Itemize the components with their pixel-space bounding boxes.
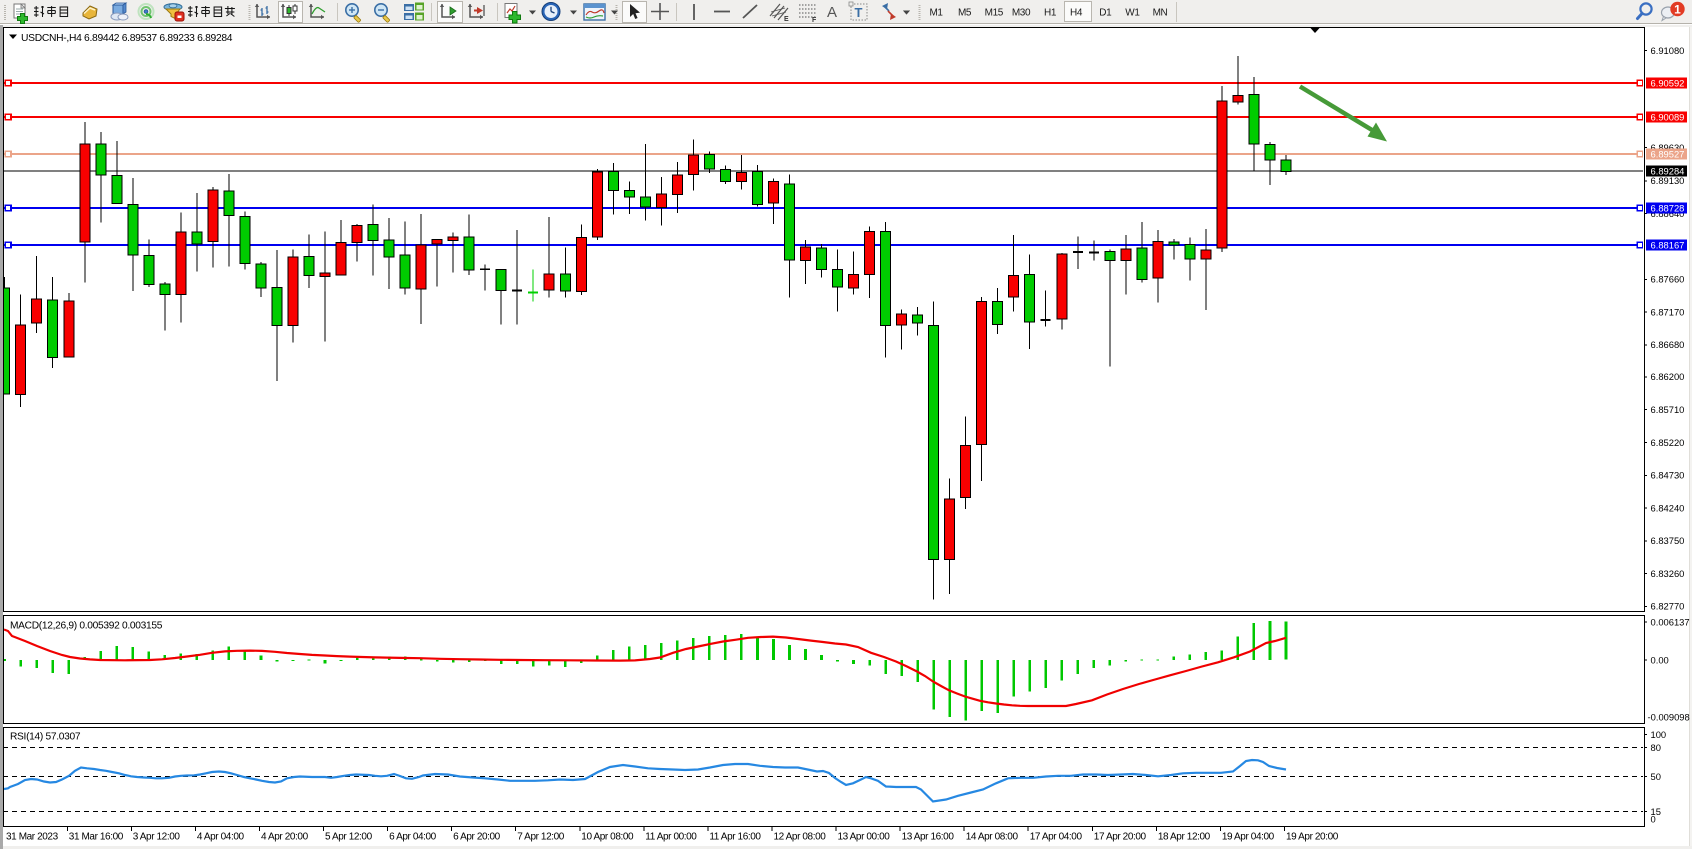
svg-text:A: A bbox=[827, 4, 837, 21]
svg-text:10 Apr 08:00: 10 Apr 08:00 bbox=[581, 832, 634, 843]
svg-text:17 Apr 04:00: 17 Apr 04:00 bbox=[1030, 832, 1083, 843]
svg-text:T: T bbox=[855, 5, 863, 20]
svg-text:H4: H4 bbox=[1070, 8, 1083, 19]
svg-text:80: 80 bbox=[1651, 742, 1661, 753]
svg-text:E: E bbox=[784, 16, 789, 23]
svg-text:6.88167: 6.88167 bbox=[1651, 239, 1685, 250]
svg-text:50: 50 bbox=[1651, 771, 1661, 782]
svg-text:11 Apr 00:00: 11 Apr 00:00 bbox=[645, 832, 697, 843]
svg-text:6.87170: 6.87170 bbox=[1651, 306, 1685, 317]
svg-text:-0.009098: -0.009098 bbox=[1648, 711, 1690, 722]
svg-text:MN: MN bbox=[1153, 8, 1168, 19]
svg-text:MACD(12,26,9) 0.005392 0.00315: MACD(12,26,9) 0.005392 0.003155 bbox=[10, 621, 163, 632]
svg-text:14 Apr 08:00: 14 Apr 08:00 bbox=[966, 832, 1019, 843]
svg-text:6.91080: 6.91080 bbox=[1651, 45, 1685, 56]
svg-text:M5: M5 bbox=[958, 8, 972, 19]
svg-text:6 Apr 04:00: 6 Apr 04:00 bbox=[389, 832, 437, 843]
svg-text:0.00: 0.00 bbox=[1651, 654, 1669, 665]
svg-text:18 Apr 12:00: 18 Apr 12:00 bbox=[1158, 832, 1211, 843]
svg-text:11 Apr 16:00: 11 Apr 16:00 bbox=[709, 832, 761, 843]
svg-text:4 Apr 20:00: 4 Apr 20:00 bbox=[261, 832, 309, 843]
svg-text:31 Mar 2023: 31 Mar 2023 bbox=[6, 832, 59, 843]
svg-text:6.86200: 6.86200 bbox=[1651, 371, 1685, 382]
svg-text:6.84240: 6.84240 bbox=[1651, 502, 1685, 513]
svg-text:13 Apr 00:00: 13 Apr 00:00 bbox=[838, 832, 891, 843]
svg-text:6.90089: 6.90089 bbox=[1651, 111, 1685, 122]
svg-text:6.83750: 6.83750 bbox=[1651, 535, 1685, 546]
svg-text:6.87660: 6.87660 bbox=[1651, 274, 1685, 285]
svg-text:D1: D1 bbox=[1099, 8, 1112, 19]
svg-text:7 Apr 12:00: 7 Apr 12:00 bbox=[517, 832, 565, 843]
svg-text:6.90592: 6.90592 bbox=[1651, 77, 1685, 88]
svg-text:6 Apr 20:00: 6 Apr 20:00 bbox=[453, 832, 501, 843]
svg-text:USDCNH-,H4 6.89442 6.89537 6.: USDCNH-,H4 6.89442 6.89537 6.89233 6.892… bbox=[21, 33, 233, 44]
svg-text:3 Apr 12:00: 3 Apr 12:00 bbox=[133, 832, 181, 843]
svg-text:6.82770: 6.82770 bbox=[1651, 601, 1685, 612]
svg-text:6.85220: 6.85220 bbox=[1651, 437, 1685, 448]
svg-text:M1: M1 bbox=[929, 8, 943, 19]
svg-text:RSI(14) 57.0307: RSI(14) 57.0307 bbox=[10, 732, 81, 743]
svg-text:6.89284: 6.89284 bbox=[1651, 165, 1685, 176]
svg-text:1: 1 bbox=[1674, 2, 1681, 16]
svg-text:6.89130: 6.89130 bbox=[1651, 175, 1685, 186]
svg-text:6.89630: 6.89630 bbox=[1651, 142, 1685, 153]
svg-text:17 Apr 20:00: 17 Apr 20:00 bbox=[1094, 832, 1147, 843]
svg-text:M15: M15 bbox=[985, 8, 1004, 19]
svg-text:0.006137: 0.006137 bbox=[1651, 616, 1690, 627]
svg-text:4 Apr 04:00: 4 Apr 04:00 bbox=[197, 832, 245, 843]
svg-text:H1: H1 bbox=[1044, 8, 1057, 19]
svg-text:6.89527: 6.89527 bbox=[1651, 148, 1685, 159]
svg-text:M30: M30 bbox=[1012, 8, 1031, 19]
svg-text:6.86680: 6.86680 bbox=[1651, 339, 1685, 350]
svg-text:100: 100 bbox=[1651, 729, 1667, 740]
svg-text:13 Apr 16:00: 13 Apr 16:00 bbox=[902, 832, 955, 843]
svg-text:15: 15 bbox=[1651, 806, 1661, 817]
svg-text:6.85710: 6.85710 bbox=[1651, 404, 1685, 415]
svg-text:W1: W1 bbox=[1125, 8, 1140, 19]
svg-text:6.83260: 6.83260 bbox=[1651, 568, 1685, 579]
svg-text:5 Apr 12:00: 5 Apr 12:00 bbox=[325, 832, 373, 843]
svg-text:19 Apr 04:00: 19 Apr 04:00 bbox=[1222, 832, 1275, 843]
svg-text:0: 0 bbox=[1651, 813, 1656, 824]
svg-text:31 Mar 16:00: 31 Mar 16:00 bbox=[69, 832, 124, 843]
svg-text:19 Apr 20:00: 19 Apr 20:00 bbox=[1286, 832, 1339, 843]
svg-text:12 Apr 08:00: 12 Apr 08:00 bbox=[774, 832, 827, 843]
svg-text:6.84730: 6.84730 bbox=[1651, 470, 1685, 481]
svg-text:F: F bbox=[812, 17, 817, 24]
svg-text:6.88728: 6.88728 bbox=[1651, 202, 1685, 213]
